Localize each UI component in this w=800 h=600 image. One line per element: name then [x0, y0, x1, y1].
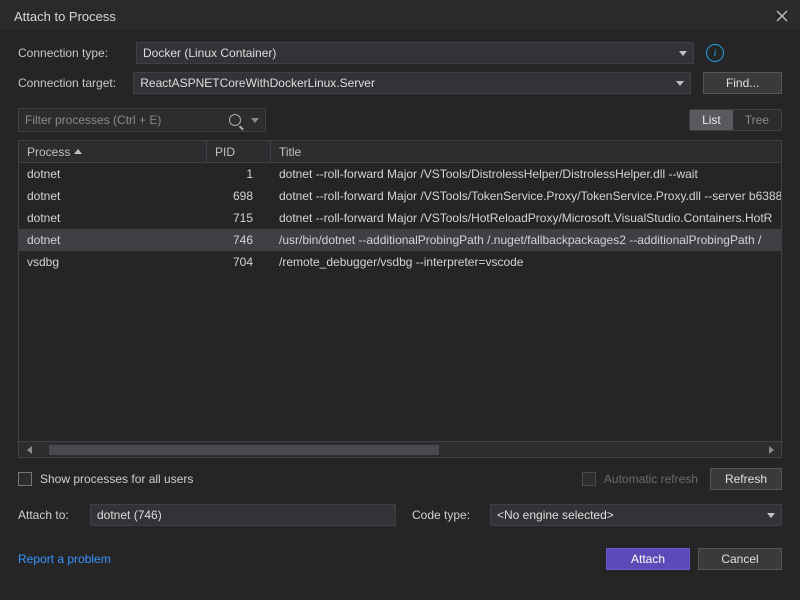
code-type-label: Code type: [412, 508, 482, 522]
col-pid[interactable]: PID [207, 141, 271, 162]
attach-to-label: Attach to: [18, 508, 82, 522]
attach-button[interactable]: Attach [606, 548, 690, 570]
attach-to-field[interactable]: dotnet (746) [90, 504, 396, 526]
view-list-tab[interactable]: List [690, 110, 733, 130]
view-toggle: List Tree [689, 109, 782, 131]
table-body: dotnet1dotnet --roll-forward Major /VSTo… [19, 163, 781, 441]
cell-title: /usr/bin/dotnet --additionalProbingPath … [271, 233, 781, 247]
checkbox-icon [582, 472, 596, 486]
connection-type-dropdown[interactable]: Docker (Linux Container) [136, 42, 694, 64]
cell-pid: 746 [207, 233, 271, 247]
cell-pid: 715 [207, 211, 271, 225]
attach-to-process-dialog: Attach to Process Connection type: Docke… [0, 0, 800, 600]
scroll-right-icon[interactable] [766, 445, 776, 455]
cell-process: dotnet [19, 211, 207, 225]
chevron-down-icon [679, 51, 687, 56]
connection-target-dropdown[interactable]: ReactASPNETCoreWithDockerLinux.Server [133, 72, 691, 94]
cell-process: vsdbg [19, 255, 207, 269]
connection-type-value: Docker (Linux Container) [143, 46, 276, 60]
table-row[interactable]: dotnet1dotnet --roll-forward Major /VSTo… [19, 163, 781, 185]
horizontal-scrollbar[interactable] [19, 441, 781, 457]
filter-placeholder: Filter processes (Ctrl + E) [25, 113, 223, 127]
table-row[interactable]: dotnet746/usr/bin/dotnet --additionalPro… [19, 229, 781, 251]
scroll-left-icon[interactable] [24, 445, 34, 455]
col-process[interactable]: Process [19, 141, 207, 162]
refresh-button[interactable]: Refresh [710, 468, 782, 490]
cell-title: dotnet --roll-forward Major /VSTools/Tok… [271, 189, 781, 203]
connection-type-row: Connection type: Docker (Linux Container… [18, 42, 782, 64]
find-button[interactable]: Find... [703, 72, 782, 94]
bottom-row: Report a problem Attach Cancel [18, 548, 782, 570]
cell-process: dotnet [19, 189, 207, 203]
cell-pid: 704 [207, 255, 271, 269]
attach-to-value: dotnet (746) [97, 508, 162, 522]
process-table: Process PID Title dotnet1dotnet --roll-f… [18, 140, 782, 458]
report-problem-link[interactable]: Report a problem [18, 552, 111, 566]
table-row[interactable]: dotnet698dotnet --roll-forward Major /VS… [19, 185, 781, 207]
connection-target-label: Connection target: [18, 76, 127, 90]
filter-input[interactable]: Filter processes (Ctrl + E) [18, 108, 266, 132]
connection-target-value: ReactASPNETCoreWithDockerLinux.Server [140, 76, 375, 90]
window-title: Attach to Process [14, 9, 116, 24]
auto-refresh-checkbox[interactable]: Automatic refresh [582, 472, 698, 486]
table-row[interactable]: dotnet715dotnet --roll-forward Major /VS… [19, 207, 781, 229]
cell-title: dotnet --roll-forward Major /VSTools/Dis… [271, 167, 781, 181]
options-row: Show processes for all users Automatic r… [18, 468, 782, 490]
cell-pid: 1 [207, 167, 271, 181]
checkbox-icon [18, 472, 32, 486]
auto-refresh-label: Automatic refresh [604, 472, 698, 486]
col-title[interactable]: Title [271, 141, 781, 162]
view-tree-tab[interactable]: Tree [733, 110, 781, 130]
cell-title: /remote_debugger/vsdbg --interpreter=vsc… [271, 255, 781, 269]
info-icon[interactable]: i [706, 44, 724, 62]
table-row[interactable]: vsdbg704/remote_debugger/vsdbg --interpr… [19, 251, 781, 273]
connection-type-label: Connection type: [18, 46, 130, 60]
show-all-users-checkbox[interactable]: Show processes for all users [18, 472, 193, 486]
close-icon[interactable] [774, 8, 790, 24]
table-header: Process PID Title [19, 141, 781, 163]
connection-target-row: Connection target: ReactASPNETCoreWithDo… [18, 72, 782, 94]
sort-asc-icon [74, 149, 82, 154]
cell-pid: 698 [207, 189, 271, 203]
code-type-dropdown[interactable]: <No engine selected> [490, 504, 782, 526]
cancel-button[interactable]: Cancel [698, 548, 782, 570]
dialog-buttons: Attach Cancel [606, 548, 782, 570]
scroll-thumb[interactable] [49, 445, 439, 455]
titlebar: Attach to Process [0, 0, 800, 30]
code-type-value: <No engine selected> [497, 508, 614, 522]
cell-process: dotnet [19, 233, 207, 247]
attach-row: Attach to: dotnet (746) Code type: <No e… [18, 504, 782, 526]
cell-title: dotnet --roll-forward Major /VSTools/Hot… [271, 211, 781, 225]
chevron-down-icon [676, 81, 684, 86]
dialog-content: Connection type: Docker (Linux Container… [0, 30, 800, 600]
filter-toolbar: Filter processes (Ctrl + E) List Tree [18, 108, 782, 132]
show-all-users-label: Show processes for all users [40, 472, 193, 486]
chevron-down-icon [767, 513, 775, 518]
search-icon [229, 114, 241, 126]
cell-process: dotnet [19, 167, 207, 181]
chevron-down-icon [251, 118, 259, 123]
